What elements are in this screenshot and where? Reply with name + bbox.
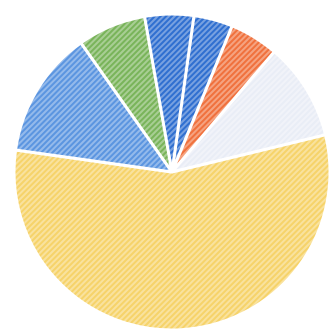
pie-slice-5 — [14, 41, 174, 174]
pie-slice-3 — [170, 50, 328, 174]
pie-slices — [12, 12, 332, 332]
pie-slice-4 — [12, 133, 332, 332]
pie-slice-7 — [143, 12, 196, 174]
